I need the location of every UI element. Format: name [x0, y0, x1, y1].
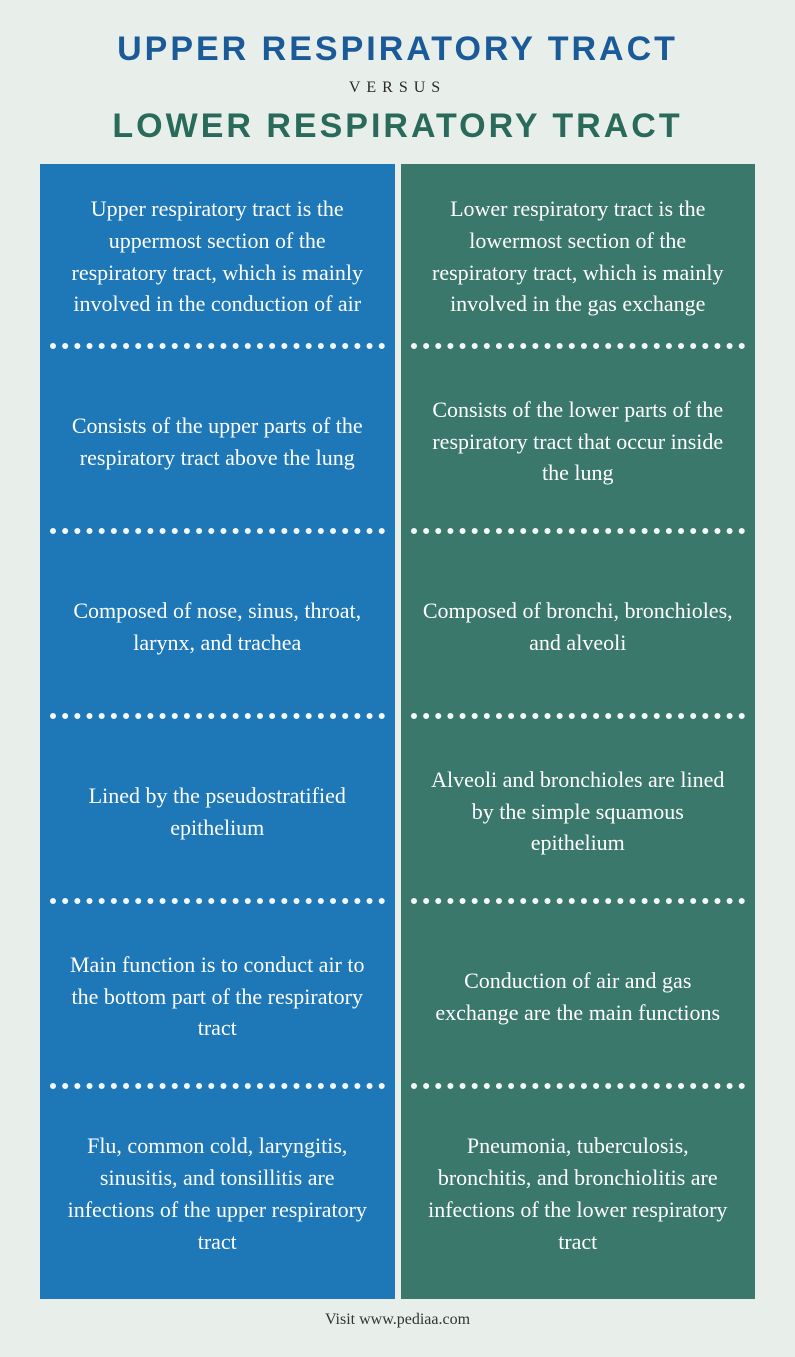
comparison-grid: Upper respiratory tract is the uppermost…: [40, 164, 755, 1299]
right-column: Lower respiratory tract is the lowermost…: [401, 164, 756, 1299]
right-cell-3: Alveoli and bronchioles are lined by the…: [401, 719, 756, 904]
title-right: LOWER RESPIRATORY TRACT: [40, 107, 755, 146]
cell-text: Consists of the lower parts of the respi…: [423, 394, 734, 490]
cell-text: Composed of bronchi, bronchioles, and al…: [423, 595, 734, 659]
cell-text: Alveoli and bronchioles are lined by the…: [423, 764, 734, 860]
left-cell-2: Composed of nose, sinus, throat, larynx,…: [40, 534, 395, 719]
left-cell-4: Main function is to conduct air to the b…: [40, 904, 395, 1089]
right-cell-4: Conduction of air and gas exchange are t…: [401, 904, 756, 1089]
right-cell-2: Composed of bronchi, bronchioles, and al…: [401, 534, 756, 719]
cell-text: Pneumonia, tuberculosis, bronchitis, and…: [423, 1130, 734, 1258]
cell-text: Conduction of air and gas exchange are t…: [423, 965, 734, 1029]
footer-text: Visit www.pediaa.com: [40, 1311, 755, 1329]
header: UPPER RESPIRATORY TRACT VERSUS LOWER RES…: [40, 30, 755, 146]
cell-text: Consists of the upper parts of the respi…: [62, 410, 373, 474]
cell-text: Upper respiratory tract is the uppermost…: [62, 193, 373, 321]
left-cell-1: Consists of the upper parts of the respi…: [40, 349, 395, 534]
left-cell-3: Lined by the pseudostratified epithelium: [40, 719, 395, 904]
cell-text: Flu, common cold, laryngitis, sinusitis,…: [62, 1130, 373, 1258]
cell-text: Lower respiratory tract is the lowermost…: [423, 193, 734, 321]
right-cell-1: Consists of the lower parts of the respi…: [401, 349, 756, 534]
right-cell-5: Pneumonia, tuberculosis, bronchitis, and…: [401, 1089, 756, 1299]
versus-label: VERSUS: [40, 79, 755, 97]
left-column: Upper respiratory tract is the uppermost…: [40, 164, 395, 1299]
cell-text: Composed of nose, sinus, throat, larynx,…: [62, 595, 373, 659]
page-container: UPPER RESPIRATORY TRACT VERSUS LOWER RES…: [0, 0, 795, 1357]
cell-text: Lined by the pseudostratified epithelium: [62, 780, 373, 844]
title-left: UPPER RESPIRATORY TRACT: [40, 30, 755, 69]
left-cell-0: Upper respiratory tract is the uppermost…: [40, 164, 395, 349]
left-cell-5: Flu, common cold, laryngitis, sinusitis,…: [40, 1089, 395, 1299]
right-cell-0: Lower respiratory tract is the lowermost…: [401, 164, 756, 349]
cell-text: Main function is to conduct air to the b…: [62, 949, 373, 1045]
